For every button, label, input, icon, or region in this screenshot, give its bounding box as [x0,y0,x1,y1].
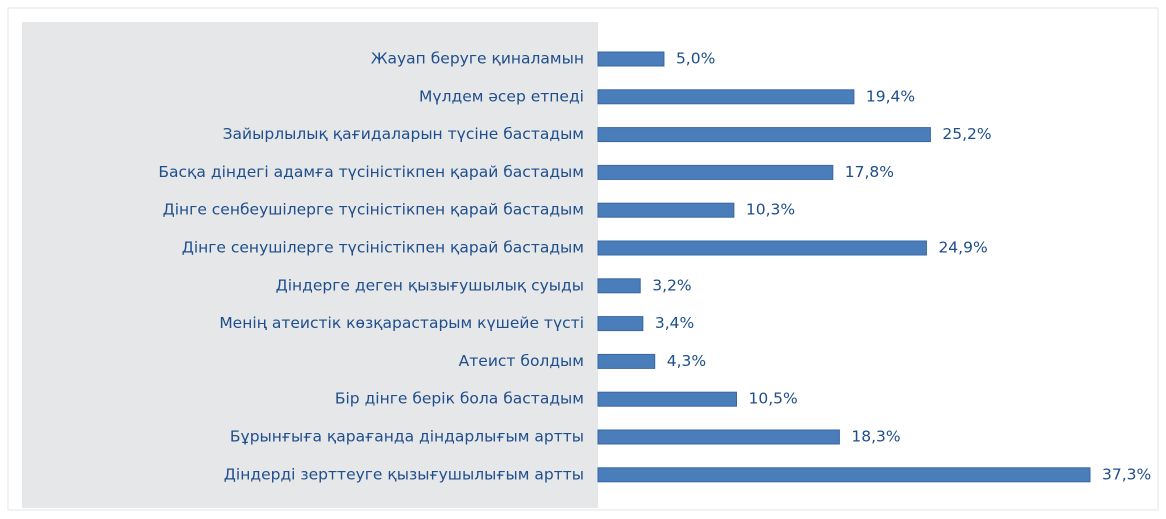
data-label: 18,3% [851,428,900,446]
bar [597,316,644,332]
data-label: 37,3% [1102,465,1151,483]
bar [597,164,834,180]
bar [597,391,737,407]
bar [597,51,665,67]
data-label: 3,4% [655,314,694,332]
category-label: Зайырлылық қағидаларын түсіне бастадым [223,125,584,143]
data-label: 19,4% [866,87,915,105]
category-label: Атеист болдым [459,352,584,370]
bar [597,127,931,143]
category-label: Менің атеистік көзқарастарым күшейе түст… [219,314,584,332]
bar [597,353,656,369]
label-panel [22,22,598,508]
category-label: Діндерге деген қызығушылық суыды [276,276,584,294]
data-label: 24,9% [938,239,987,257]
category-label: Басқа діндегі адамға түсіністікпен қарай… [158,163,584,181]
bar [597,467,1091,483]
data-label: 4,3% [667,352,706,370]
category-label: Дінге сенбеушілерге түсіністікпен қарай … [163,201,584,219]
category-label: Діндерді зерттеуге қызығушылығым артты [224,465,584,483]
data-label: 10,3% [746,201,795,219]
data-label: 3,2% [652,276,691,294]
category-label: Мүлдем әсер етпеді [419,87,584,105]
bar [597,202,735,218]
category-label: Жауап беруге қиналамын [371,50,584,68]
frame [7,7,1159,511]
category-label: Дінге сенушілерге түсіністікпен қарай ба… [182,239,584,257]
bar [597,240,927,256]
data-label: 25,2% [942,125,991,143]
data-label: 17,8% [845,163,894,181]
bar [597,429,840,445]
data-label: 10,5% [748,390,797,408]
category-label: Бір дінге берік бола бастадым [335,390,584,408]
data-label: 5,0% [676,50,715,68]
category-label: Бұрынғыға қарағанда діндарлығым артты [230,428,584,446]
bar [597,89,855,105]
bar [597,278,641,294]
